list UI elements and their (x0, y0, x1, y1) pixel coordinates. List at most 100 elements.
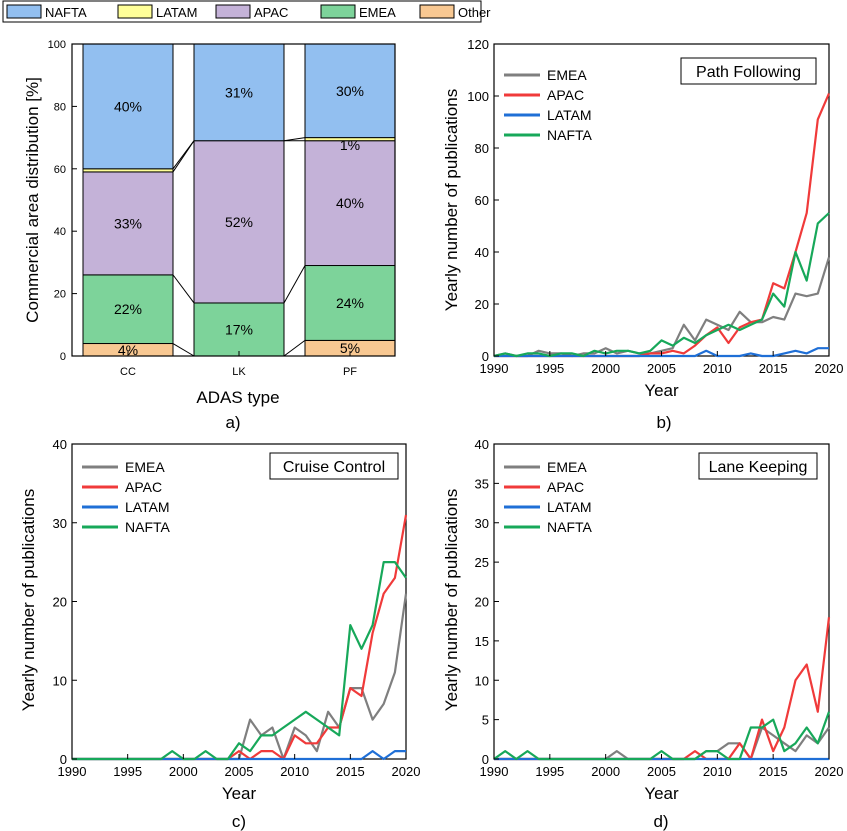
stack-connector-line (283, 339, 306, 357)
panel-label: c) (232, 812, 246, 831)
x-axis-label: Year (644, 784, 679, 803)
y-tick-label: 40 (475, 437, 489, 452)
bar-segment-emea-cc (82, 274, 174, 345)
data-label: 22% (114, 301, 142, 317)
y-axis-label: Yearly number of publications (442, 89, 461, 311)
line-chart-b: 1990 1995 2000 2005 2010 2015 2020 0 20 40 60 80 100… (442, 37, 843, 432)
y-axis-label: Yearly number of publications (19, 489, 38, 711)
data-label: 30% (336, 83, 364, 99)
data-label: 40% (114, 98, 142, 114)
panel-title-box: Path Following (680, 57, 817, 85)
y-tick-label: 100 (48, 39, 66, 51)
x-tick-label: 2015 (759, 764, 788, 779)
stack-connector-line (283, 137, 306, 142)
y-tick-label: 40 (475, 245, 489, 260)
legend-swatch-latam (117, 4, 153, 19)
bar-segment-apac-lk (193, 140, 285, 304)
data-label: 17% (225, 321, 253, 337)
panel-title-box: Cruise Control (269, 452, 399, 480)
y-tick-label: 20 (475, 297, 489, 312)
y-tick-label: 10 (53, 673, 67, 688)
legend-entry: NAFTA (547, 519, 593, 535)
x-axis-label: Year (644, 381, 679, 400)
plot-frame (71, 443, 407, 760)
legend-entry: APAC (254, 5, 288, 20)
bar-segment-nafta-pf (304, 43, 396, 139)
y-tick-label: 0 (60, 351, 66, 363)
y-tick-label: 80 (54, 101, 66, 113)
bar-segment-nafta-lk (193, 43, 285, 142)
y-tick-label: 10 (475, 673, 489, 688)
plot-frame (493, 43, 830, 357)
y-tick-label: 20 (475, 595, 489, 610)
legend-entry: LATAM (547, 107, 592, 123)
data-label: 31% (225, 84, 253, 100)
legend-swatch-nafta (6, 4, 42, 19)
x-tick-label: CC (120, 366, 136, 378)
legend-swatch-apac (215, 4, 251, 19)
y-tick-label: 40 (53, 437, 67, 452)
data-label: 33% (114, 215, 142, 231)
legend: EMEA APAC LATAM NAFTA (504, 459, 593, 535)
panel-label: d) (653, 812, 668, 831)
x-tick-label: 2015 (336, 764, 365, 779)
x-tick-label: 2020 (392, 764, 421, 779)
y-tick-label: 60 (54, 164, 66, 176)
x-tick-label: 1995 (535, 764, 564, 779)
legend-entry: EMEA (547, 67, 587, 83)
x-tick-label: 2010 (703, 361, 732, 376)
title-frame (698, 452, 818, 480)
x-tick-label: 2015 (759, 361, 788, 376)
legend-entry: LATAM (156, 5, 197, 20)
legend: NAFTA LATAM APAC EMEA Other (2, 0, 491, 23)
y-tick-label: 0 (482, 349, 489, 364)
legend-entry: Other (458, 5, 491, 20)
legend-entry: APAC (547, 479, 584, 495)
legend-entry: EMEA (359, 5, 396, 20)
panel-title-box: Lane Keeping (698, 452, 818, 480)
chart-title: Lane Keeping (709, 459, 808, 476)
x-tick-label: 2000 (591, 764, 620, 779)
y-tick-label: 30 (53, 516, 67, 531)
line-chart-c: 1990 1995 2000 2005 2010 2015 2020 0 10 20 30 40 Cru… (19, 437, 420, 831)
y-tick-label: 40 (54, 226, 66, 238)
x-tick-label: 1990 (480, 764, 509, 779)
y-tick-label: 20 (54, 289, 66, 301)
data-label: 5% (340, 340, 360, 356)
y-tick-label: 35 (475, 476, 489, 491)
stacked-bar-chart: 4% 22% 33% 40% 17% 52% 31% 5% 24% 40% 1% 30% 0 20 40 60… (2, 0, 491, 432)
y-axis-label: Yearly number of publications (442, 489, 461, 711)
y-tick-label: 25 (475, 555, 489, 570)
x-tick-label: 2005 (647, 764, 676, 779)
bar-segment-nafta-cc (82, 43, 174, 170)
x-tick-label: 2020 (815, 361, 844, 376)
plot-frame (493, 443, 830, 760)
legend-entry: APAC (125, 479, 162, 495)
bar-segment-apac-pf (304, 140, 396, 267)
x-tick-label: PF (343, 366, 357, 378)
legend-entry: EMEA (125, 459, 165, 475)
x-tick-label: 2010 (703, 764, 732, 779)
legend-entry: APAC (547, 87, 584, 103)
x-tick-label: 2005 (225, 764, 254, 779)
x-tick-label: 1995 (535, 361, 564, 376)
stack-connector-line (172, 140, 195, 170)
bar-segment-emea-pf (304, 265, 396, 341)
panel-label: a) (225, 413, 240, 432)
data-label: 1% (340, 137, 360, 153)
x-tick-label: 1990 (480, 361, 509, 376)
y-tick-label: 120 (467, 37, 489, 52)
legend-entry: EMEA (547, 459, 587, 475)
y-tick-label: 20 (53, 595, 67, 610)
x-tick-label: 2020 (815, 764, 844, 779)
x-axis-label: ADAS type (196, 388, 279, 407)
legend-entry: LATAM (547, 499, 592, 515)
x-tick-label: 2005 (647, 361, 676, 376)
data-label: 24% (336, 295, 364, 311)
legend: EMEA APAC LATAM NAFTA (82, 459, 171, 535)
x-tick-label: 2000 (169, 764, 198, 779)
data-label: 4% (118, 342, 138, 358)
legend-swatch-emea (320, 4, 356, 19)
legend-entry: LATAM (125, 499, 170, 515)
